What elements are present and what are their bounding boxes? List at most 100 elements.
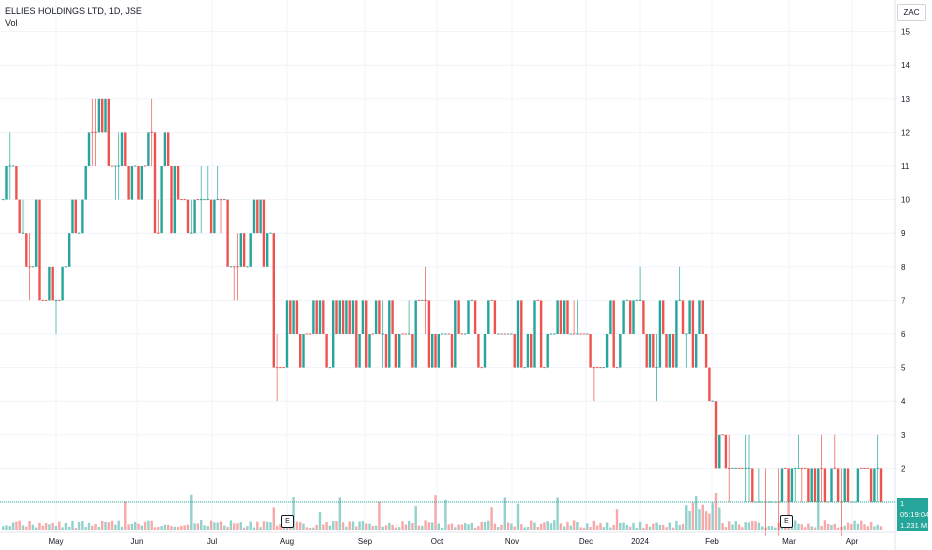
volume-bar-185 [612, 525, 615, 530]
volume-bar-91 [302, 523, 305, 530]
volume-bar-39 [130, 523, 134, 530]
candle-5 [18, 199, 21, 234]
volume-indicator-label[interactable]: Vol [5, 18, 18, 28]
candle-251 [830, 468, 833, 502]
volume-bar-81 [269, 522, 272, 530]
volume-bar-10 [35, 527, 38, 530]
volume-bar-119 [394, 527, 398, 530]
earnings-marker-aug[interactable]: E [281, 515, 294, 528]
volume-bar-24 [81, 520, 84, 530]
candle-219 [724, 434, 728, 469]
volume-bar-56 [186, 524, 190, 530]
candle-96 [318, 300, 322, 334]
candle-111 [368, 334, 371, 368]
candle-10 [35, 199, 38, 267]
volume-bar-60 [200, 520, 203, 530]
volume-bar-30 [101, 520, 104, 530]
volume-bar-107 [355, 526, 358, 530]
volume-bar-147 [487, 520, 490, 530]
candle-25 [84, 166, 87, 200]
volume-bar-223 [737, 524, 741, 530]
volume-bar-164 [543, 522, 546, 530]
time-tick-label: 2024 [631, 537, 649, 546]
volume-bar-20 [68, 526, 71, 530]
volume-tag: 1.231 M [897, 520, 928, 531]
volume-bar-168 [556, 497, 559, 530]
volume-bar-100 [332, 521, 335, 530]
volume-bar-48 [160, 526, 163, 530]
candle-253 [836, 468, 840, 502]
volume-bar-225 [744, 522, 747, 530]
candle-77 [256, 199, 259, 234]
volume-bar-228 [754, 521, 757, 530]
volume-bar-2 [8, 526, 11, 530]
candle-245 [810, 468, 813, 502]
volume-bar-245 [810, 526, 813, 530]
volume-bar-36 [120, 526, 124, 530]
volume-bar-162 [536, 527, 539, 530]
volume-bar-179 [592, 520, 596, 530]
candle-244 [807, 468, 810, 502]
symbol-title[interactable]: ELLIES HOLDINGS LTD, 1D, JSE [5, 6, 142, 16]
volume-bar-116 [384, 525, 388, 530]
volume-bar-78 [259, 527, 262, 530]
candle-206 [681, 300, 685, 334]
price-tick-label: 14 [901, 61, 910, 70]
candle-39 [130, 166, 134, 200]
volume-bar-226 [747, 522, 751, 530]
volume-bar-240 [794, 520, 797, 530]
volume-bar-230 [761, 526, 764, 530]
volume-bar-132 [437, 523, 440, 530]
candle-185 [612, 300, 615, 368]
volume-bar-263 [869, 521, 873, 530]
price-tick-label: 4 [901, 397, 906, 406]
volume-bar-51 [170, 526, 173, 530]
volume-bar-123 [407, 521, 411, 530]
volume-bar-106 [351, 521, 355, 530]
candle-199 [658, 300, 662, 368]
volume-bar-206 [681, 523, 685, 530]
candle-163 [539, 300, 543, 368]
volume-bar-33 [110, 520, 114, 530]
volume-bar-221 [731, 524, 734, 530]
candle-15 [51, 266, 54, 301]
volume-bar-113 [374, 525, 378, 530]
volume-bar-175 [579, 527, 582, 530]
candle-73 [242, 233, 246, 267]
volume-bar-54 [180, 525, 183, 530]
candle-116 [384, 334, 388, 368]
volume-bar-252 [833, 524, 836, 530]
volume-bar-256 [846, 522, 850, 530]
volume-bar-242 [800, 524, 803, 530]
candle-31 [104, 98, 107, 133]
currency-badge[interactable]: ZAC [897, 4, 926, 21]
volume-bar-65 [216, 522, 219, 530]
volume-bar-58 [193, 523, 196, 530]
candle-114 [378, 300, 381, 334]
volume-bar-6 [21, 525, 25, 530]
time-tick-label: Oct [431, 537, 444, 546]
candle-213 [704, 334, 708, 368]
candle-209 [691, 300, 695, 368]
volume-bar-110 [365, 523, 368, 530]
candle-41 [137, 166, 140, 200]
volume-bar-63 [209, 520, 213, 530]
volume-bar-212 [701, 504, 704, 530]
volume-bar-159 [526, 526, 530, 530]
volume-bar-1 [5, 525, 8, 530]
volume-bar-176 [582, 527, 586, 530]
volume-bar-18 [61, 527, 64, 530]
candle-20 [68, 233, 71, 267]
volume-bar-53 [176, 527, 180, 530]
candle-146 [483, 334, 487, 368]
volume-bar-187 [619, 522, 622, 530]
candle-178 [589, 334, 592, 368]
volume-bar-84 [279, 524, 282, 530]
volume-bar-166 [549, 523, 553, 530]
volume-bar-205 [678, 525, 681, 530]
candle-212 [701, 300, 704, 334]
earnings-marker-mar[interactable]: E [780, 515, 793, 528]
candle-168 [556, 300, 559, 334]
time-tick-label: Nov [505, 537, 519, 546]
